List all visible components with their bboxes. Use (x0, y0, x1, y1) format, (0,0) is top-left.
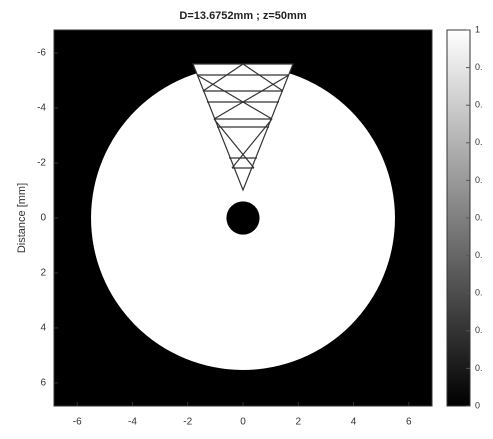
colorbar-tick-label: 0. (475, 288, 483, 298)
colorbar-tick-label: 0. (475, 250, 483, 260)
x-tick-label: 4 (351, 417, 357, 428)
x-tick-label: -4 (128, 417, 137, 428)
x-tick-label: 0 (240, 417, 246, 428)
y-tick-label: -6 (37, 48, 46, 59)
x-tick-label: 2 (295, 417, 301, 428)
y-axis-label: Distance [mm] (16, 183, 28, 253)
y-tick-label: -2 (37, 158, 46, 169)
y-tick-label: 6 (40, 378, 46, 389)
colorbar-tick-label: 0. (475, 175, 483, 185)
colorbar-tick-label: 0. (475, 137, 483, 147)
x-tick-label: -2 (183, 417, 192, 428)
y-tick-label: 2 (40, 268, 46, 279)
x-tick-label: 6 (406, 417, 412, 428)
chart-title: D=13.6752mm ; z=50mm (179, 10, 306, 22)
colorbar-tick-label: 1 (475, 24, 480, 34)
hole (226, 201, 259, 234)
colorbar-tick-label: 0 (475, 400, 480, 410)
colorbar-tick-label: 0. (475, 62, 483, 72)
colorbar-tick-label: 0. (475, 325, 483, 335)
y-tick-label: 0 (40, 213, 46, 224)
colorbar-tick-label: 0. (475, 363, 483, 373)
y-tick-label: 4 (40, 323, 46, 334)
y-tick-label: -4 (37, 103, 46, 114)
colorbar-tick-label: 0. (475, 212, 483, 222)
colorbar-tick-label: 0. (475, 100, 483, 110)
x-tick-label: -6 (73, 417, 82, 428)
chart: D=13.6752mm ; z=50mm Distance [mm] -6 -4 -… (0, 0, 493, 434)
